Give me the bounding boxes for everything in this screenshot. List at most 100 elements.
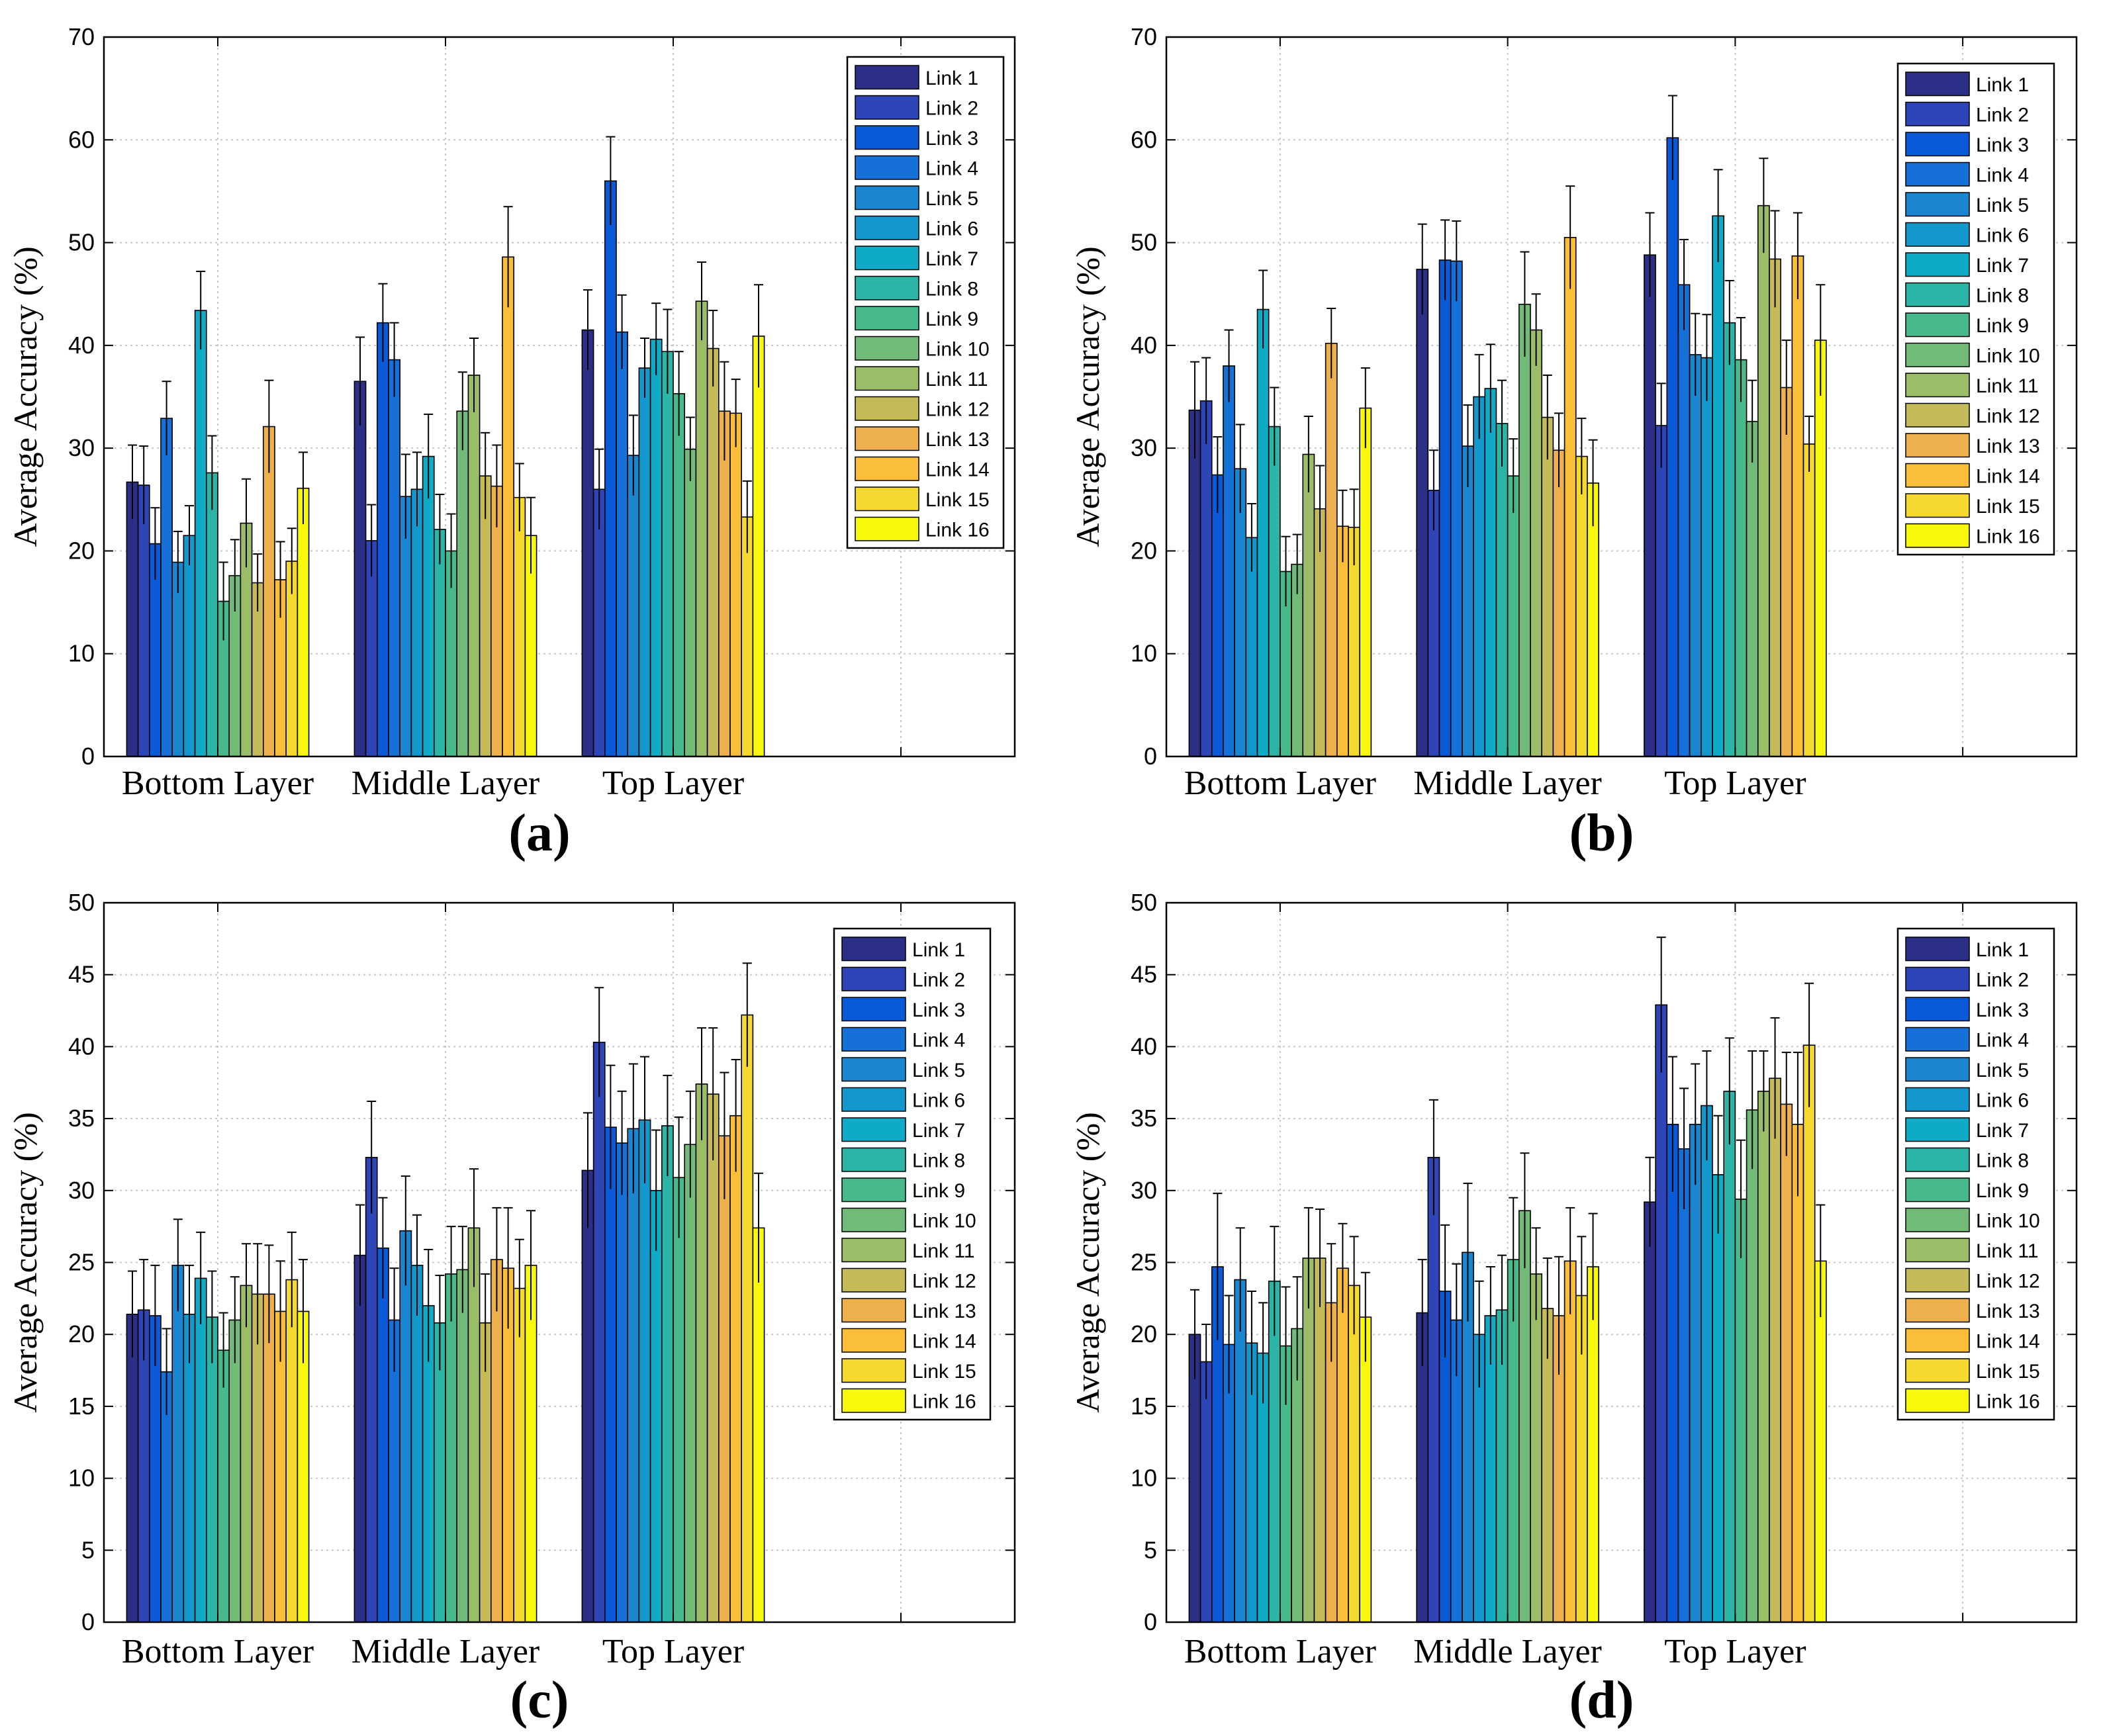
bar-bottom-layer-link-13 (1325, 342, 1338, 757)
bar-top-layer-link-7 (1712, 215, 1724, 757)
error-bar (1270, 1226, 1280, 1336)
bar-middle-layer-link-14 (1564, 1260, 1577, 1623)
y-tick-label: 35 (1131, 1105, 1157, 1132)
bar-middle-layer-link-16 (1587, 1266, 1599, 1623)
error-bar (1736, 316, 1746, 402)
y-tick-label: 20 (1131, 537, 1157, 564)
bar-top-layer-link-8 (661, 1125, 674, 1623)
error-bar (1258, 1302, 1268, 1404)
y-tick-label: 70 (1131, 23, 1157, 50)
y-axis-label: Average Accuracy (%) (7, 1112, 44, 1412)
error-bar (162, 1328, 171, 1415)
error-bar (218, 1312, 228, 1388)
error-bar (1770, 1017, 1780, 1139)
legend-swatch-link-7 (841, 1117, 906, 1142)
error-bar (253, 1243, 263, 1345)
bar-middle-layer-link-7 (1484, 388, 1497, 757)
legend-label: Link 12 (912, 1270, 976, 1292)
error-bar (264, 1244, 274, 1344)
legend-label: Link 6 (925, 218, 978, 240)
legend-swatch-link-9 (1905, 312, 1970, 338)
legend-swatch-link-13 (855, 426, 919, 451)
error-bar (435, 494, 445, 565)
error-bar (1327, 307, 1336, 379)
error-bar (389, 322, 399, 397)
error-bar (1509, 438, 1519, 513)
error-bar (720, 1072, 729, 1199)
error-bar (742, 480, 752, 553)
error-bar (1303, 1207, 1313, 1309)
legend-label: Link 14 (925, 459, 990, 480)
error-bar (663, 308, 673, 394)
legend-label: Link 4 (1976, 164, 2029, 186)
error-bar (1748, 379, 1757, 463)
legend-label: Link 7 (1976, 1120, 2029, 1142)
y-tick-label: 60 (1131, 126, 1157, 153)
error-bar (1691, 312, 1701, 396)
legend-swatch-link-5 (1905, 1057, 1970, 1082)
bar-bottom-layer-link-15 (285, 1279, 299, 1623)
error-bar (424, 1248, 434, 1362)
error-bar (1246, 502, 1256, 572)
error-bar (754, 284, 763, 388)
bar-top-layer-link-6 (638, 367, 651, 757)
error-bar (128, 1270, 137, 1357)
x-category-label: Top Layer (602, 764, 744, 802)
error-bar (1679, 1087, 1689, 1210)
error-bar (162, 381, 171, 456)
bar-top-layer-link-2 (1655, 1004, 1668, 1623)
error-bar (1667, 95, 1677, 180)
error-bar (1224, 329, 1234, 402)
legend-label: Link 10 (1976, 345, 2040, 367)
bar-bottom-layer-link-13 (262, 426, 275, 757)
bar-top-layer-link-11 (1757, 205, 1770, 757)
bar-top-layer-link-16 (752, 336, 765, 757)
bar-bottom-layer-link-9 (217, 1349, 230, 1623)
legend-swatch-link-8 (841, 1147, 906, 1172)
error-bar (1588, 1212, 1598, 1320)
error-bar (1281, 535, 1291, 607)
y-tick-label: 50 (1131, 889, 1157, 916)
bar-middle-layer-link-9 (1507, 475, 1520, 757)
legend-swatch-link-15 (1905, 1358, 1970, 1383)
bar-top-layer-link-4 (616, 1142, 629, 1623)
error-bar (1702, 314, 1712, 401)
bar-bottom-layer-link-12 (1313, 1257, 1327, 1623)
legend-swatch-link-8 (1905, 282, 1970, 307)
y-tick-label: 10 (1131, 640, 1157, 667)
error-bar (469, 337, 479, 412)
y-axis-ticks: 0 10 20 30 40 50 60 70 (68, 23, 1015, 770)
panel-label: (b) (1569, 804, 1634, 862)
error-bar (287, 1231, 297, 1328)
error-bar (697, 1027, 706, 1140)
error-bar (1520, 1152, 1530, 1269)
legend-label: Link 11 (912, 1240, 975, 1262)
error-bar (207, 1270, 217, 1363)
error-bar (492, 1207, 502, 1312)
error-bar (1566, 185, 1575, 289)
error-bar (1770, 210, 1780, 308)
legend-swatch-link-16 (1905, 1388, 1970, 1413)
legend-label: Link 10 (925, 338, 990, 360)
chart-panel-a: 0 10 20 30 40 50 60 70 Bottom Layer Middle Layer T… (7, 23, 1016, 862)
error-bar (1656, 937, 1666, 1073)
bar-middle-layer-link-15 (513, 1287, 526, 1623)
x-category-label: Middle Layer (351, 1633, 539, 1670)
bar-top-layer-link-1 (1644, 1201, 1656, 1623)
legend-label: Link 3 (925, 128, 978, 150)
error-bar (663, 1074, 673, 1177)
legend-label: Link 2 (1976, 969, 2029, 991)
bar-top-layer-link-10 (684, 448, 697, 757)
legend-swatch-link-4 (1905, 1027, 1970, 1052)
y-tick-label: 5 (1144, 1536, 1157, 1563)
error-bar (583, 1112, 592, 1228)
bar-top-layer-link-12 (706, 1093, 720, 1623)
legend-label: Link 15 (925, 489, 990, 511)
bar-middle-layer-link-15 (513, 496, 526, 757)
bar-middle-layer-link-3 (376, 1247, 389, 1623)
bar-top-layer-link-7 (649, 1190, 663, 1623)
bar-middle-layer-link-8 (1495, 423, 1509, 757)
legend-swatch-link-11 (1905, 373, 1970, 398)
legend-label: Link 9 (1976, 1180, 2029, 1202)
error-bar (685, 416, 695, 481)
